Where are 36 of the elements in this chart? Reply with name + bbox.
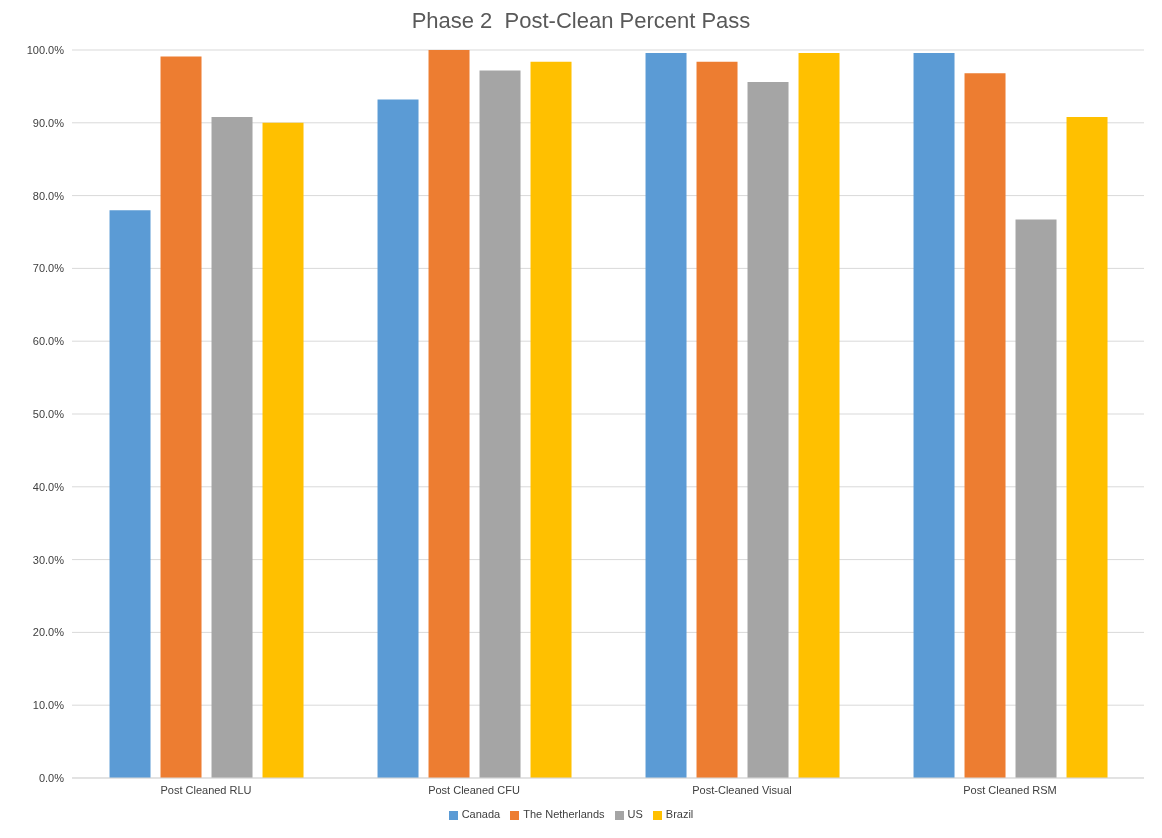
bar [377, 99, 419, 778]
bar [530, 61, 572, 778]
x-tick-label: Post Cleaned RLU [160, 783, 252, 796]
chart-title: Phase 2 Post-Clean Percent Pass [410, 8, 752, 34]
x-tick-label: Post Cleaned CFU [428, 783, 520, 796]
bar [913, 52, 955, 778]
bar [428, 50, 470, 778]
x-tick-label: Post-Cleaned Visual [692, 783, 792, 796]
y-tick-label: 100.0% [26, 43, 65, 56]
y-tick-label: 50.0% [32, 407, 65, 420]
bar [1015, 219, 1057, 778]
y-tick-label: 60.0% [32, 335, 65, 348]
y-tick-label: 90.0% [32, 116, 65, 129]
bar [160, 56, 202, 778]
y-tick-label: 30.0% [32, 553, 65, 566]
bar [747, 82, 789, 778]
legend-label: US [627, 808, 643, 820]
y-tick-label: 70.0% [32, 262, 65, 275]
bar [262, 122, 304, 778]
bar [109, 210, 151, 778]
y-tick-label: 10.0% [32, 699, 65, 712]
bar [479, 70, 521, 778]
bar [964, 73, 1006, 778]
x-tick-label: Post Cleaned RSM [963, 783, 1057, 796]
legend-label: The Netherlands [523, 808, 605, 820]
y-tick-label: 40.0% [32, 480, 65, 493]
bar [1066, 116, 1108, 778]
bar [645, 52, 687, 778]
y-tick-label: 20.0% [32, 626, 65, 639]
bar [696, 61, 738, 778]
bar [798, 52, 840, 778]
y-tick-label: 0.0% [38, 771, 65, 784]
legend-label: Brazil [665, 808, 694, 820]
bar [211, 116, 253, 778]
legend-label: Canada [461, 808, 501, 820]
y-tick-label: 80.0% [32, 189, 65, 202]
